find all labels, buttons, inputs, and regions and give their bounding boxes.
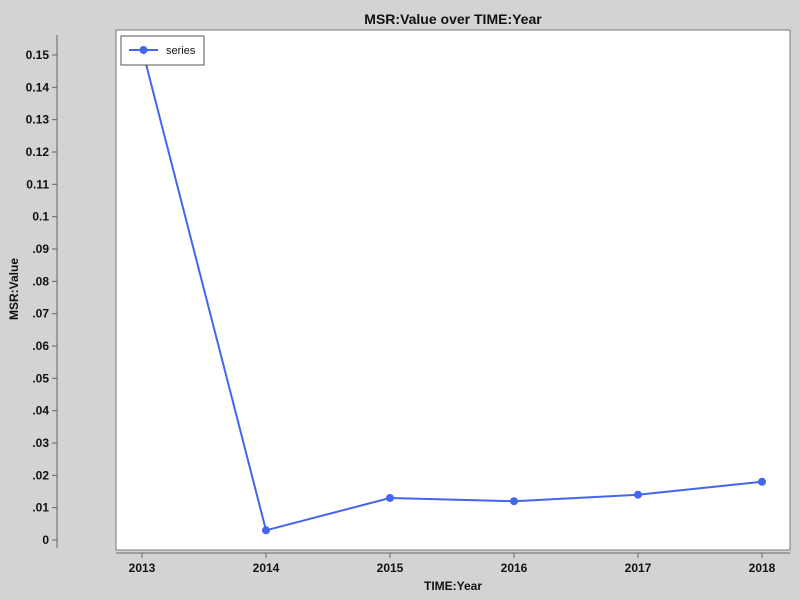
legend-marker: [139, 46, 148, 54]
y-tick-label: 0.13: [26, 113, 50, 127]
x-tick-label: 2017: [625, 561, 652, 575]
data-point: [386, 493, 394, 502]
y-axis: 0 .01 .02 .03 .04 .05 .06 .07 .08 .09 0.1 0.11 0.12 0…: [26, 35, 58, 548]
plot-area: [115, 29, 791, 551]
series-line: [141, 48, 763, 532]
x-axis: 2013 2014 2015 2016 2017 2018: [116, 552, 790, 575]
y-tick-label: .09: [32, 242, 49, 256]
data-point: [758, 477, 766, 486]
y-tick-label: .05: [32, 371, 49, 385]
y-tick-label: 0.1: [32, 210, 49, 224]
x-tick-label: 2016: [501, 561, 528, 575]
x-tick-label: 2018: [749, 561, 776, 575]
y-tick-label: 0.15: [26, 48, 50, 62]
y-axis-label: MSR:Value: [7, 258, 21, 320]
y-tick-label: .07: [32, 307, 49, 321]
x-axis-label: TIME:Year: [424, 579, 482, 593]
y-tick-label: .06: [32, 339, 49, 353]
y-tick-label: .02: [32, 468, 49, 482]
data-point: [510, 497, 518, 506]
x-tick-label: 2015: [377, 561, 404, 575]
y-tick-label: 0: [42, 533, 49, 547]
chart-title: MSR:Value over TIME:Year: [364, 11, 542, 27]
y-tick-label: .03: [32, 436, 49, 450]
y-tick-label: .08: [32, 274, 49, 288]
x-tick-label: 2014: [253, 561, 280, 575]
y-tick-label: 0.14: [26, 80, 50, 94]
x-tick-label: 2013: [129, 561, 156, 575]
data-point: [262, 526, 270, 535]
y-tick-label: 0.12: [26, 145, 50, 159]
y-tick-label: .04: [32, 404, 49, 418]
data-point: [634, 490, 642, 499]
legend-label: series: [166, 45, 196, 57]
y-tick-label: .01: [32, 501, 49, 515]
legend: series: [120, 35, 205, 66]
y-tick-label: 0.11: [26, 177, 49, 191]
